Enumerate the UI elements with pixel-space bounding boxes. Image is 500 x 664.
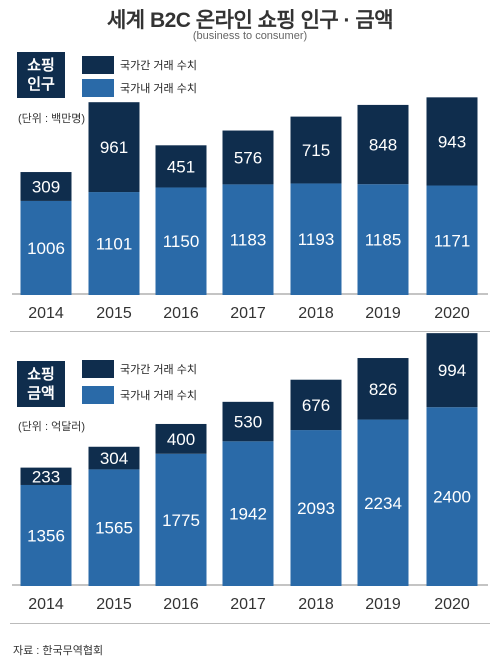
x-tick-label: 2017 [230, 596, 266, 613]
legend-domestic: 국가내 거래 수치 [82, 386, 197, 404]
data-label-domestic: 2234 [364, 494, 402, 513]
data-label-domestic: 1775 [162, 511, 200, 530]
bar-cross-border [88, 446, 140, 470]
data-label-domestic: 1185 [365, 231, 402, 250]
bar-cross-border [222, 401, 274, 442]
x-tick-label: 2019 [365, 305, 401, 322]
legend-label-cross-border: 국가간 거래 수치 [120, 364, 197, 376]
bar-cross-border [155, 145, 207, 188]
x-tick-label: 2018 [298, 596, 334, 613]
data-label-cross-border: 233 [32, 467, 60, 486]
x-tick-label: 2015 [96, 596, 132, 613]
panel-badge: 쇼핑 인구 [17, 52, 65, 98]
legend-label-domestic: 국가내 거래 수치 [120, 83, 197, 95]
bar-cross-border [357, 358, 409, 420]
bar-domestic [426, 185, 478, 295]
x-tick-label: 2016 [163, 596, 199, 613]
bar-cross-border [20, 172, 72, 201]
data-label-domestic: 1006 [27, 239, 65, 258]
bar-cross-border [426, 97, 478, 186]
badge-line-1: 쇼핑 [27, 366, 55, 383]
panel-divider [10, 331, 490, 332]
badge-line-2: 금액 [27, 385, 55, 402]
bar-domestic [20, 484, 72, 586]
data-label-cross-border: 400 [167, 430, 195, 449]
bar-cross-border [290, 116, 342, 184]
x-tick-label: 2018 [298, 305, 334, 322]
data-label-cross-border: 676 [302, 396, 330, 415]
x-tick-label: 2019 [365, 596, 401, 613]
bottom-divider [10, 623, 490, 624]
badge-line-1: 쇼핑 [27, 57, 55, 74]
data-label-domestic: 2400 [433, 488, 471, 507]
legend-swatch-domestic [82, 79, 114, 97]
data-label-cross-border: 451 [167, 157, 195, 176]
population-chart: 1006 309 2014 1101 961 2015 1150 451 2016 1183 576… [12, 97, 488, 322]
panel-badge: 쇼핑 금액 [17, 361, 65, 407]
x-tick-label: 2016 [163, 305, 199, 322]
data-label-domestic: 1356 [27, 526, 65, 545]
data-label-domestic: 1565 [95, 519, 133, 538]
data-label-cross-border: 961 [100, 138, 128, 157]
bar-domestic [222, 441, 274, 586]
data-label-cross-border: 530 [234, 413, 262, 432]
bar-cross-border [357, 104, 409, 185]
x-tick-label: 2014 [28, 305, 64, 322]
bar-domestic [155, 187, 207, 295]
data-label-domestic: 1171 [434, 231, 471, 250]
legend-domestic: 국가내 거래 수치 [82, 79, 197, 97]
badge-line-2: 인구 [27, 76, 55, 93]
data-label-cross-border: 994 [438, 361, 466, 380]
legend-swatch-domestic [82, 386, 114, 404]
bar-domestic [357, 419, 409, 586]
bar-domestic [222, 184, 274, 295]
bar-domestic [88, 469, 140, 586]
data-label-domestic: 1101 [96, 235, 133, 254]
x-tick-label: 2015 [96, 305, 132, 322]
bar-domestic [290, 430, 342, 586]
bar-domestic [20, 200, 72, 295]
data-label-domestic: 2093 [297, 499, 335, 518]
chart-title: 세계 B2C 온라인 쇼핑 인구 · 금액 [106, 9, 394, 32]
data-label-cross-border: 309 [32, 177, 60, 196]
legend-cross-border: 국가간 거래 수치 [82, 360, 197, 378]
data-label-cross-border: 715 [302, 141, 330, 160]
unit-label: (단위 : 백만명) [18, 113, 86, 125]
bar-cross-border [20, 467, 72, 485]
bar-domestic [88, 192, 140, 295]
bar-domestic [426, 407, 478, 586]
data-label-cross-border: 304 [100, 449, 128, 468]
data-label-cross-border: 826 [369, 380, 397, 399]
x-tick-label: 2020 [434, 305, 470, 322]
data-label-domestic: 1193 [298, 230, 335, 249]
legend-cross-border: 국가간 거래 수치 [82, 56, 197, 74]
data-label-cross-border: 576 [234, 148, 262, 167]
bar-domestic [155, 453, 207, 586]
bar-cross-border [426, 333, 478, 408]
bar-domestic [290, 183, 342, 295]
data-label-domestic: 1183 [230, 231, 267, 250]
chart-subtitle: (business to consumer) [192, 30, 308, 42]
source-note: 자료 : 한국무역협회 [13, 645, 104, 657]
bar-cross-border [155, 423, 207, 454]
data-label-domestic: 1942 [229, 505, 267, 524]
bar-domestic [357, 184, 409, 295]
legend-swatch-cross-border [82, 56, 114, 74]
x-tick-label: 2017 [230, 305, 266, 322]
bar-cross-border [222, 130, 274, 185]
data-label-domestic: 1150 [163, 232, 200, 251]
data-label-cross-border: 848 [369, 136, 397, 155]
x-tick-label: 2014 [28, 596, 64, 613]
legend-label-cross-border: 국가간 거래 수치 [120, 60, 197, 72]
legend-label-domestic: 국가내 거래 수치 [120, 390, 197, 402]
bar-cross-border [88, 102, 140, 193]
bar-cross-border [290, 379, 342, 431]
x-tick-label: 2020 [434, 596, 470, 613]
legend-swatch-cross-border [82, 360, 114, 378]
unit-label: (단위 : 억달러) [18, 421, 86, 433]
data-label-cross-border: 943 [438, 132, 466, 151]
